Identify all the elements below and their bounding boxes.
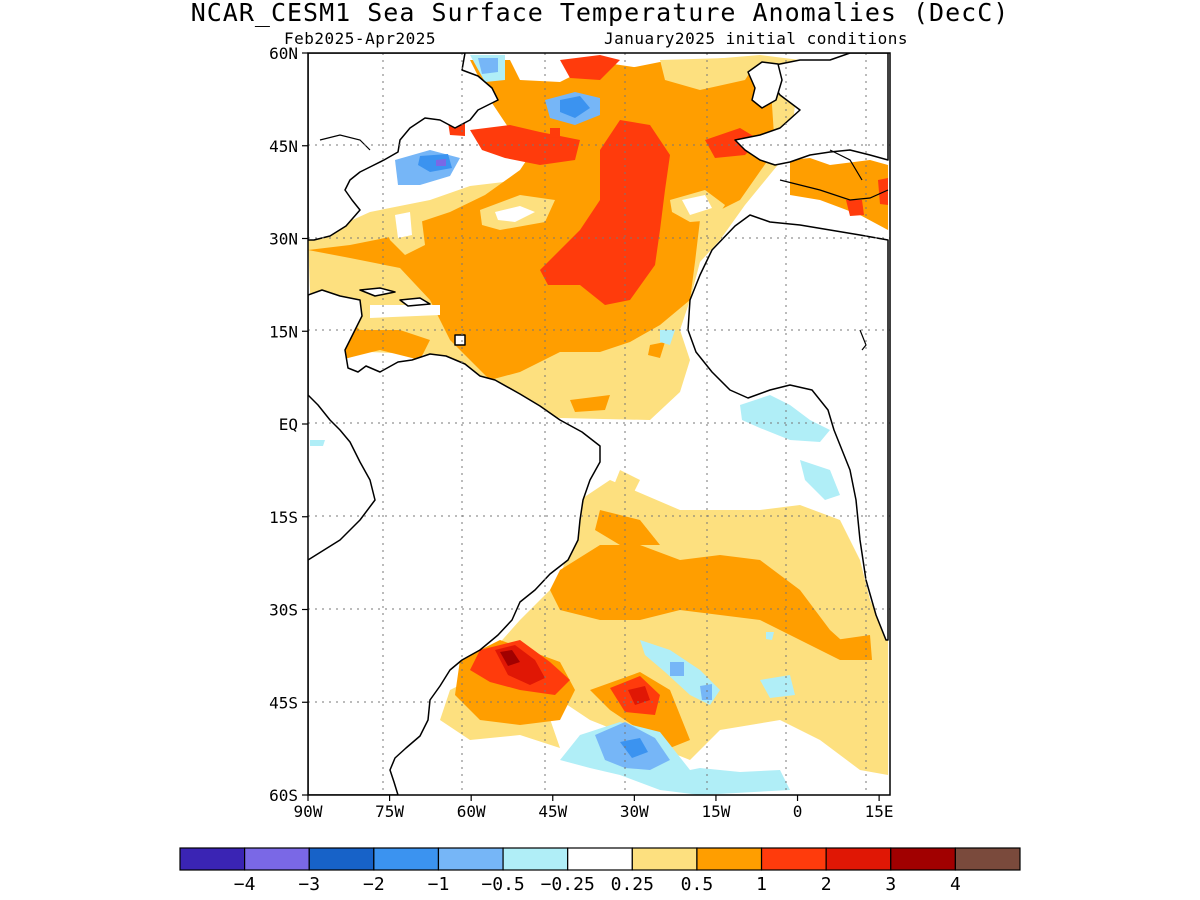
lat-tick-label: 60S [269,786,298,805]
colorbar-label: 3 [885,874,896,895]
lon-tick-label: 30W [620,802,649,821]
lat-tick-label: 30N [269,230,298,249]
lat-tick-label: 45S [269,693,298,712]
lon-tick-label: 60W [457,802,486,821]
lat-tick-label: 60N [269,44,298,63]
colorbar-swatch [308,847,375,871]
colorbar-swatch [373,847,440,871]
colorbar-swatch [825,847,892,871]
colorbar-label: 2 [821,874,832,895]
colorbar-label: 0.25 [611,874,654,895]
colorbar-swatch [179,847,246,871]
anomaly-very-cold [436,159,446,166]
caribbean-islands [359,287,396,297]
lat-tick-label: 30S [269,601,298,620]
lon-tick-label: 75W [375,802,404,821]
coastlines [308,53,889,795]
colorbar-label: −0.5 [481,874,524,895]
anomaly-light-warm-holes [380,57,760,390]
anomaly-neutral [370,195,712,318]
africa-landmass [687,214,889,641]
colorbar-swatch [437,847,504,871]
anomaly-extreme-hot [500,650,520,666]
map-title: NCAR_CESM1 Sea Surface Temperature Anoma… [190,0,1010,27]
sst-field [308,53,890,795]
colorbar-label: 0.5 [681,874,714,895]
south-america-landmass [308,289,601,795]
great-britain-landmass [747,61,783,109]
colorbar-swatch [890,847,956,871]
lon-tick-label: 45W [538,802,567,821]
lat-tick-label: 45N [269,137,298,156]
colorbar-swatch [760,847,827,871]
lon-tick-label: 90W [294,802,323,821]
colorbar-swatch [631,847,698,871]
colorbar-swatch [696,847,763,871]
graticule [308,53,890,795]
colorbar: −4 −3 −2 −1 −0.5 −0.25 0.25 0.5 1 2 3 4 [179,847,1021,895]
colorbar-label: −4 [234,874,256,895]
lat-tick-label: 15N [269,322,298,341]
anomaly-cold [418,96,648,758]
colorbar-swatch [954,847,1021,871]
colorbar-label: −0.25 [541,874,595,895]
initial-conditions: January2025 initial conditions [604,29,908,48]
colorbar-swatch [502,847,569,871]
lon-tick-label: 0 [793,802,803,821]
colorbar-swatch [567,847,633,871]
forecast-period: Feb2025-Apr2025 [284,29,436,48]
lat-tick-label: 15S [269,508,298,527]
north-america-landmass [308,53,499,241]
colorbar-swatch [244,847,310,871]
lon-tick-label: 15E [865,802,894,821]
colorbar-label: −3 [298,874,320,895]
lat-tick-label: EQ [279,415,298,434]
colorbar-label: 1 [756,874,767,895]
colorbar-label: −1 [428,874,450,895]
colorbar-label: −2 [363,874,385,895]
colorbar-label: 4 [950,874,961,895]
lon-tick-label: 15W [701,802,730,821]
